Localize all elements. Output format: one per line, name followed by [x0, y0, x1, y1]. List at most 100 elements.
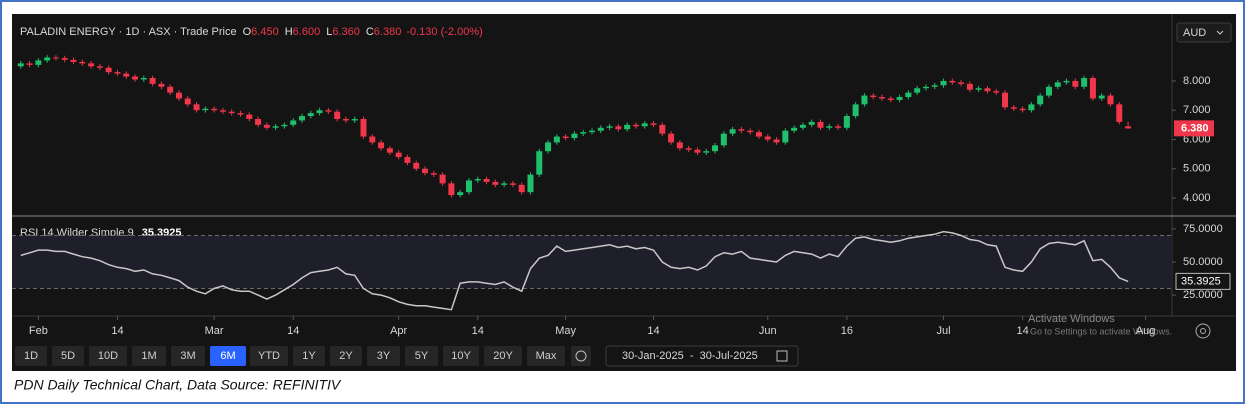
rsi-line: [20, 230, 1129, 311]
candle-body: [422, 168, 429, 174]
range-button[interactable]: [443, 346, 479, 366]
x-tick-label: 14: [111, 325, 123, 337]
candle-body: [861, 95, 868, 105]
candle-body: [738, 129, 745, 131]
candle-body: [509, 183, 516, 185]
range-button-label[interactable]: 1M: [141, 350, 156, 362]
candle-body: [281, 124, 288, 127]
range-button[interactable]: [367, 346, 400, 366]
x-tick-label: Jun: [759, 325, 777, 337]
candle-body: [132, 76, 139, 80]
range-button-label[interactable]: 3Y: [377, 350, 391, 362]
candle-body: [571, 133, 578, 139]
candle-body: [1037, 95, 1044, 105]
range-button[interactable]: [330, 346, 362, 366]
range-button-label[interactable]: 2Y: [339, 350, 353, 362]
range-button-label[interactable]: 10D: [98, 350, 118, 362]
range-button[interactable]: [132, 346, 166, 366]
range-button[interactable]: [405, 346, 438, 366]
currency-select[interactable]: [1176, 22, 1232, 43]
candle-body: [905, 92, 912, 98]
candle-body: [791, 127, 798, 131]
candle-body: [1028, 104, 1035, 111]
range-button-label[interactable]: 1Y: [302, 350, 316, 362]
range-button-label[interactable]: 5D: [61, 350, 75, 362]
candle-body: [835, 126, 842, 128]
range-button[interactable]: [171, 346, 205, 366]
candle-body: [518, 184, 525, 193]
range-button-label[interactable]: 20Y: [493, 350, 513, 362]
x-tick-label: May: [555, 325, 576, 337]
range-button[interactable]: [527, 346, 565, 366]
candle-body: [843, 116, 850, 128]
range-button[interactable]: [210, 346, 246, 366]
rsi-band: [12, 235, 1172, 289]
x-tick-label: Apr: [390, 325, 407, 337]
x-tick-label: 14: [287, 325, 299, 337]
quote-value: 6.600: [293, 26, 321, 38]
candle-body: [1098, 95, 1105, 99]
range-button-label[interactable]: 6M: [220, 350, 235, 362]
candle-body: [413, 162, 420, 169]
candle-body: [641, 123, 648, 127]
candle-body: [747, 130, 754, 133]
range-button[interactable]: [52, 346, 84, 366]
candle-body: [44, 57, 51, 61]
caption: PDN Daily Technical Chart, Data Source: …: [14, 377, 342, 393]
candle-body: [694, 149, 701, 153]
candle-body: [659, 124, 666, 134]
date-range-box[interactable]: [605, 345, 799, 367]
currency[interactable]: AUD: [1183, 27, 1206, 39]
candle-body: [272, 126, 279, 128]
range-button-label[interactable]: YTD: [258, 350, 280, 362]
calendar-icon: [776, 350, 788, 362]
candle-body: [1089, 78, 1096, 99]
settings-icon[interactable]: [1195, 323, 1211, 339]
candle-body: [149, 78, 156, 84]
candle-body: [896, 97, 903, 100]
candle-body: [430, 173, 437, 175]
candle-body: [219, 110, 226, 112]
candle-body: [914, 88, 921, 93]
date-range[interactable]: 30-Jan-2025 - 30-Jul-2025: [622, 350, 758, 362]
range-button[interactable]: [15, 346, 47, 366]
y-tick-label: 6.000: [1183, 133, 1211, 145]
candle-body: [773, 139, 780, 143]
candle-body: [386, 148, 393, 153]
candle-body: [290, 120, 297, 125]
candle-body: [26, 63, 33, 65]
candle-body: [545, 142, 552, 152]
range-button[interactable]: [484, 346, 522, 366]
candle-body: [52, 57, 59, 59]
candle-body: [527, 174, 534, 193]
range-button[interactable]: [89, 346, 127, 366]
range-button-label[interactable]: 3M: [180, 350, 195, 362]
x-tick-label: Aug: [1136, 325, 1156, 337]
candle-body: [817, 121, 824, 128]
x-tick-label: 16: [841, 325, 853, 337]
candle-body: [501, 183, 508, 185]
quote-key: H: [285, 26, 293, 38]
range-button[interactable]: [250, 346, 288, 366]
change: -0.130 (-2.00%): [406, 26, 482, 38]
range-button-label[interactable]: 10Y: [451, 350, 471, 362]
candle-body: [993, 91, 1000, 93]
candle-body: [351, 118, 358, 121]
candle-body: [632, 124, 639, 127]
candle-body: [360, 118, 367, 137]
candle-body: [114, 72, 121, 74]
candle-body: [1116, 104, 1123, 122]
candle-body: [808, 121, 815, 125]
toolbar-settings[interactable]: [571, 346, 591, 366]
candle-body: [870, 95, 877, 98]
chevron: [1216, 30, 1224, 35]
candle-body: [624, 124, 631, 130]
rsi-value-label: 35.3925: [1181, 275, 1221, 287]
range-button-label[interactable]: Max: [536, 350, 557, 362]
range-button-label[interactable]: 1D: [24, 350, 38, 362]
range-button-label[interactable]: 5Y: [415, 350, 429, 362]
candle-body: [720, 133, 727, 146]
candle-body: [562, 136, 569, 139]
range-button[interactable]: [293, 346, 325, 366]
